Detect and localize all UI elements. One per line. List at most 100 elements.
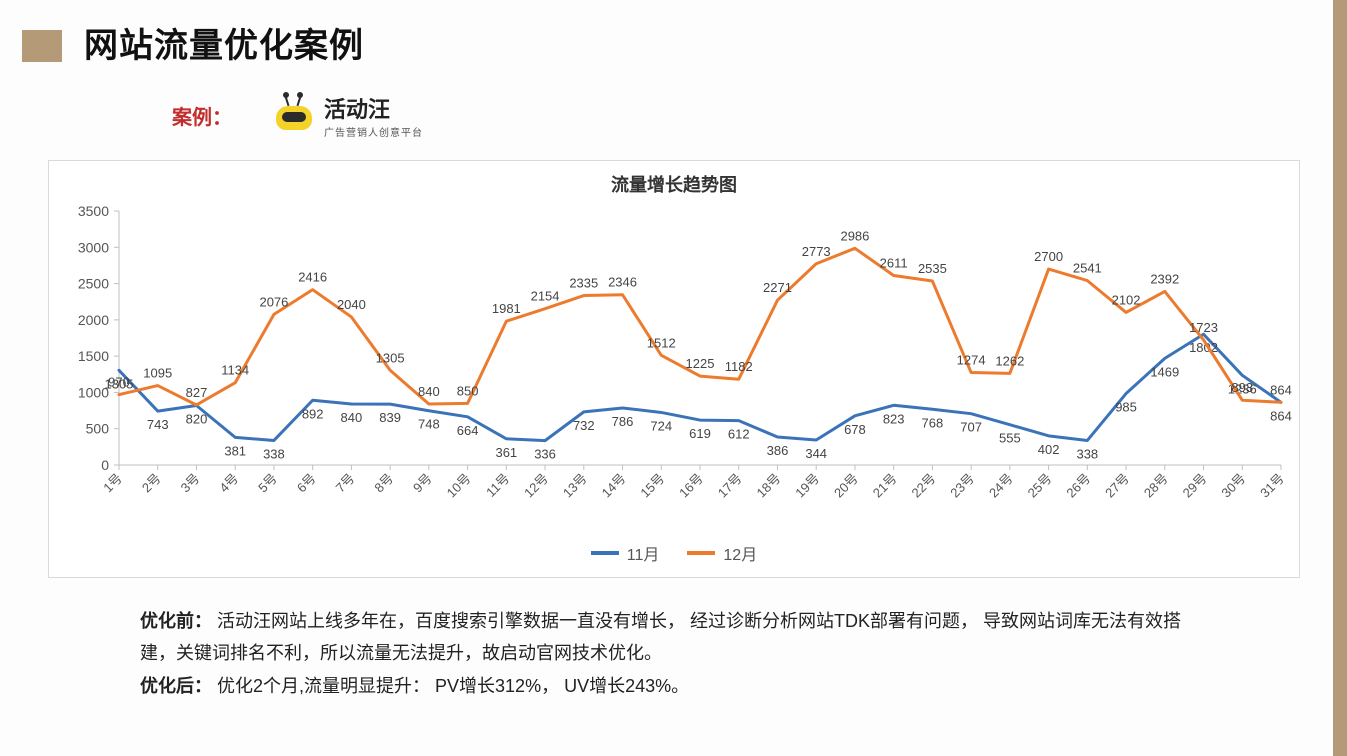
svg-text:664: 664 (457, 423, 479, 438)
brand-logo: 活动汪 广告营销人创意平台 (272, 92, 423, 139)
svg-text:2040: 2040 (337, 297, 366, 312)
svg-text:22号: 22号 (908, 471, 938, 501)
svg-text:1500: 1500 (78, 348, 109, 364)
after-text: 优化2个月,流量明显提升： PV增长312%， UV增长243%。 (217, 676, 689, 696)
svg-text:26号: 26号 (1063, 471, 1093, 501)
svg-text:1182: 1182 (725, 359, 753, 374)
svg-text:2000: 2000 (78, 312, 109, 328)
svg-text:0: 0 (101, 457, 109, 473)
svg-text:30号: 30号 (1218, 471, 1248, 501)
legend-label-1: 11月 (627, 541, 660, 565)
svg-text:3号: 3号 (178, 471, 203, 496)
svg-text:2611: 2611 (880, 256, 908, 271)
svg-text:827: 827 (186, 385, 208, 400)
svg-text:2102: 2102 (1112, 292, 1141, 307)
chart-svg: 05001000150020002500300035001号2号3号4号5号6号… (49, 197, 1299, 527)
svg-text:27号: 27号 (1102, 471, 1132, 501)
chart-title: 流量增长趋势图 (49, 171, 1299, 197)
svg-text:768: 768 (922, 415, 944, 430)
svg-text:970: 970 (108, 375, 130, 390)
svg-text:1274: 1274 (957, 353, 986, 368)
legend-item-2: 12月 (687, 541, 757, 565)
svg-text:336: 336 (534, 447, 556, 462)
svg-text:381: 381 (224, 443, 246, 458)
case-label: 案例： (172, 101, 232, 130)
svg-text:17号: 17号 (715, 471, 745, 501)
chart-container: 流量增长趋势图 05001000150020002500300035001号2号… (48, 160, 1300, 578)
after-paragraph: 优化后： 优化2个月,流量明显提升： PV增长312%， UV增长243%。 (140, 670, 1207, 702)
svg-text:2541: 2541 (1073, 261, 1102, 276)
svg-text:2416: 2416 (298, 270, 327, 285)
svg-text:1262: 1262 (995, 353, 1024, 368)
legend-swatch-1 (591, 551, 619, 555)
svg-text:1号: 1号 (100, 471, 125, 496)
svg-text:10号: 10号 (444, 471, 474, 501)
svg-text:1723: 1723 (1189, 320, 1218, 335)
svg-text:2773: 2773 (802, 244, 831, 259)
svg-text:2346: 2346 (608, 275, 637, 290)
svg-text:678: 678 (844, 422, 866, 437)
svg-text:2271: 2271 (763, 280, 792, 295)
svg-text:2154: 2154 (531, 289, 560, 304)
svg-text:2700: 2700 (1034, 249, 1063, 264)
svg-text:1305: 1305 (376, 350, 405, 365)
svg-text:2535: 2535 (918, 261, 947, 276)
after-label: 优化后： (140, 676, 212, 696)
svg-text:619: 619 (689, 426, 711, 441)
svg-text:840: 840 (341, 410, 363, 425)
svg-text:14号: 14号 (599, 471, 629, 501)
svg-text:1225: 1225 (686, 356, 715, 371)
svg-text:1512: 1512 (647, 335, 676, 350)
svg-text:24号: 24号 (986, 471, 1016, 501)
svg-text:31号: 31号 (1257, 471, 1287, 501)
svg-text:820: 820 (186, 411, 208, 426)
svg-text:1469: 1469 (1150, 364, 1179, 379)
svg-text:361: 361 (495, 445, 517, 460)
svg-text:344: 344 (805, 446, 827, 461)
svg-text:386: 386 (767, 443, 789, 458)
svg-text:724: 724 (650, 418, 672, 433)
svg-text:732: 732 (573, 418, 595, 433)
svg-text:20号: 20号 (831, 471, 861, 501)
page-title: 网站流量优化案例 (84, 18, 364, 67)
svg-text:893: 893 (1231, 380, 1253, 395)
svg-text:2号: 2号 (139, 471, 164, 496)
body-text: 优化前： 活动汪网站上线多年在，百度搜索引擎数据一直没有增长， 经过诊断分析网站… (140, 605, 1207, 702)
chart-legend: 11月 12月 (49, 541, 1299, 565)
case-row: 案例： 活动汪 广告营销人创意平台 (172, 92, 423, 139)
svg-text:840: 840 (418, 384, 440, 399)
before-label: 优化前： (140, 611, 212, 631)
svg-text:864: 864 (1270, 382, 1292, 397)
brand-text: 活动汪 广告营销人创意平台 (324, 92, 423, 139)
svg-text:823: 823 (883, 411, 905, 426)
svg-text:892: 892 (302, 406, 324, 421)
svg-text:2500: 2500 (78, 276, 109, 292)
chart-plot-area: 05001000150020002500300035001号2号3号4号5号6号… (49, 197, 1299, 527)
legend-swatch-2 (687, 551, 715, 555)
svg-text:2392: 2392 (1150, 271, 1179, 286)
svg-text:864: 864 (1270, 408, 1292, 423)
legend-item-1: 11月 (591, 541, 660, 565)
svg-text:2076: 2076 (259, 294, 288, 309)
brand-name: 活动汪 (324, 92, 423, 124)
before-paragraph: 优化前： 活动汪网站上线多年在，百度搜索引擎数据一直没有增长， 经过诊断分析网站… (140, 605, 1207, 670)
svg-text:25号: 25号 (1025, 471, 1055, 501)
svg-text:13号: 13号 (560, 471, 590, 501)
svg-text:12号: 12号 (521, 471, 551, 501)
svg-text:338: 338 (1076, 446, 1098, 461)
svg-text:11号: 11号 (483, 471, 512, 500)
svg-text:1095: 1095 (143, 366, 172, 381)
header: 网站流量优化案例 (22, 18, 364, 67)
svg-text:500: 500 (86, 421, 110, 437)
svg-text:5号: 5号 (255, 471, 280, 496)
svg-text:839: 839 (379, 410, 401, 425)
svg-text:18号: 18号 (754, 471, 784, 501)
svg-text:23号: 23号 (947, 471, 977, 501)
svg-text:786: 786 (612, 414, 634, 429)
svg-text:402: 402 (1038, 442, 1060, 457)
svg-text:2986: 2986 (840, 228, 869, 243)
svg-text:8号: 8号 (371, 471, 396, 496)
svg-text:850: 850 (457, 383, 479, 398)
brand-subtitle: 广告营销人创意平台 (324, 124, 423, 139)
svg-text:7号: 7号 (333, 471, 358, 496)
